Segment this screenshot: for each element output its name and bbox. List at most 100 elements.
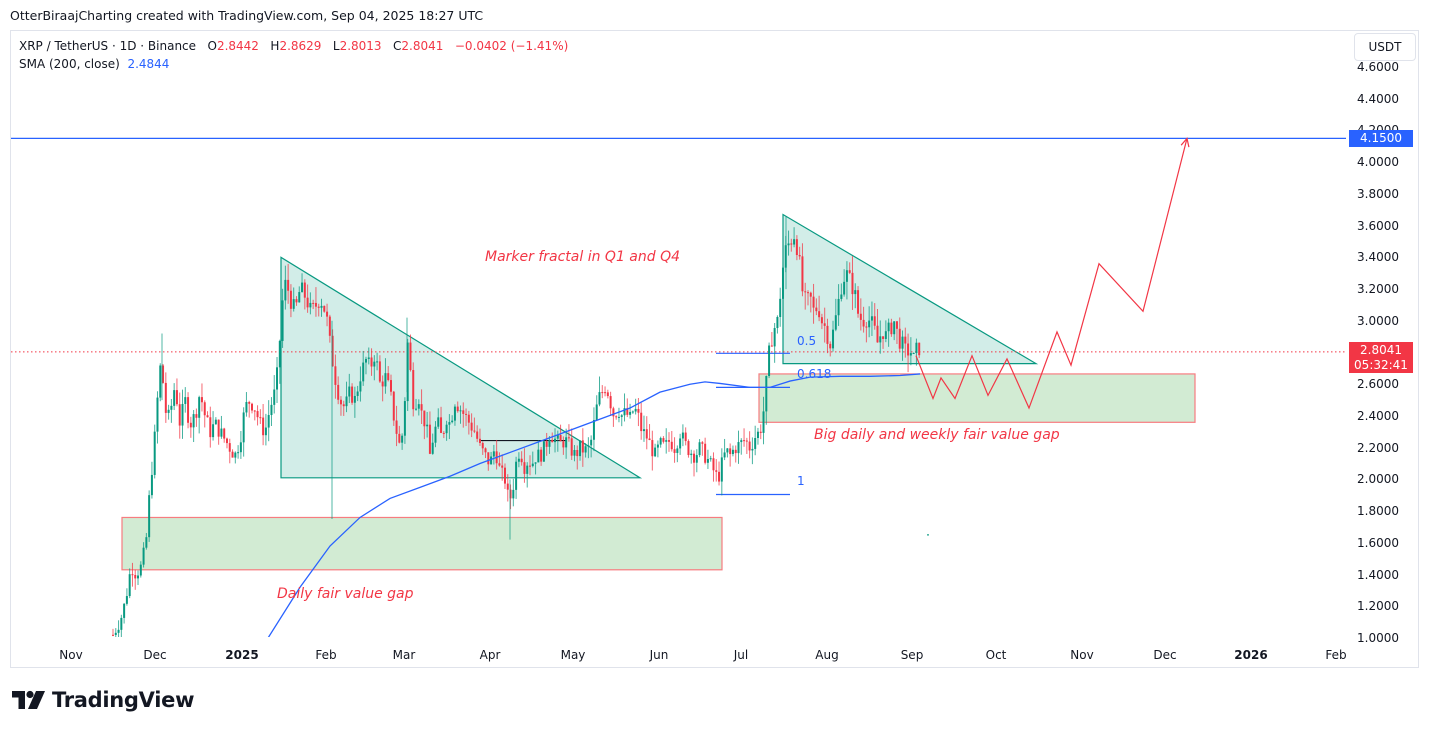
tradingview-logo[interactable]: TradingView	[12, 688, 194, 712]
big-fvg-annotation[interactable]: Big daily and weekly fair value gap	[814, 427, 1060, 443]
currency-button[interactable]: USDT	[1354, 33, 1416, 61]
candle-body	[309, 302, 312, 308]
candle-body	[509, 489, 512, 499]
candle-body	[476, 431, 479, 439]
time-tick: Nov	[1070, 648, 1094, 662]
candle-body	[709, 458, 712, 460]
candle-body	[156, 397, 159, 432]
candle-body	[648, 438, 651, 441]
candle-body	[734, 449, 737, 454]
candle-body	[251, 403, 253, 411]
high-value: 2.8629	[279, 39, 322, 53]
time-tick: Feb	[1325, 648, 1347, 662]
candle-body	[862, 319, 865, 327]
candle-body	[345, 396, 348, 407]
sma-value: 2.4844	[127, 57, 170, 71]
price-tick: 2.4000	[1357, 408, 1399, 423]
candle-body	[401, 435, 404, 443]
candle-body	[859, 313, 862, 320]
triangle-pattern-1[interactable]	[280, 256, 643, 479]
candle-body	[334, 366, 337, 385]
candle-body	[559, 435, 562, 442]
candle-body	[259, 417, 262, 419]
candle-body	[467, 414, 470, 423]
candle-body	[695, 455, 698, 463]
candle-body	[768, 345, 771, 377]
low-label: L	[332, 39, 340, 53]
candle-body	[656, 444, 659, 448]
candle-body	[314, 302, 317, 307]
sma-label[interactable]: SMA (200, close)	[19, 57, 120, 71]
price-tick: 3.0000	[1357, 313, 1399, 328]
candle-body	[145, 537, 148, 548]
time-tick: May	[560, 648, 586, 662]
candle-body	[601, 392, 604, 394]
candle-body	[576, 449, 579, 457]
candle-body	[534, 462, 537, 464]
candle-body	[220, 428, 223, 437]
fib-label-1: 1	[797, 474, 805, 488]
candle-body	[200, 397, 203, 403]
candle-body	[848, 270, 851, 273]
symbol-title[interactable]: XRP / TetherUS · 1D · Binance	[19, 39, 197, 53]
candle-body	[832, 329, 835, 349]
candle-body	[403, 401, 406, 436]
candle-body	[823, 323, 826, 326]
candle-body	[537, 449, 540, 463]
candle-body	[531, 463, 534, 467]
candle-body	[306, 297, 309, 308]
candle-body	[779, 298, 782, 318]
candle-body	[320, 305, 323, 308]
chart-frame[interactable]	[10, 30, 1419, 668]
daily-fvg-zone[interactable]	[121, 516, 723, 571]
sma-row: SMA (200, close) 2.4844	[19, 55, 568, 73]
candle-body	[637, 408, 640, 413]
tradingview-wordmark: TradingView	[52, 688, 195, 712]
candle-body	[579, 440, 582, 457]
fib-label-0-618: 0.618	[797, 367, 832, 381]
candle-body	[181, 403, 184, 426]
candle-body	[217, 419, 220, 437]
candle-body	[567, 437, 570, 439]
big-fvg-zone[interactable]	[758, 373, 1196, 423]
candle-body	[317, 306, 320, 308]
candle-body	[887, 322, 890, 332]
projection-path[interactable]	[915, 138, 1188, 410]
time-tick: Mar	[392, 648, 416, 662]
triangle-pattern-2[interactable]	[782, 213, 1039, 365]
sma-200-line[interactable]	[267, 373, 921, 638]
candle-body	[137, 575, 140, 579]
candle-body	[556, 435, 559, 439]
fractal-annotation[interactable]: Marker fractal in Q1 and Q4	[485, 249, 681, 265]
candle-body	[412, 370, 415, 410]
candle-body	[415, 408, 418, 410]
candle-body	[670, 441, 673, 450]
candle-body	[448, 422, 451, 425]
candle-body	[592, 420, 595, 440]
candle-body	[909, 353, 912, 356]
candle-body	[353, 395, 356, 403]
candle-body	[668, 440, 670, 442]
candle-body	[281, 300, 284, 341]
candle-body	[148, 495, 151, 538]
candle-body	[590, 439, 593, 446]
daily-fvg-annotation[interactable]: Daily fair value gap	[277, 586, 414, 602]
candle-body	[645, 429, 648, 439]
candle-body	[178, 404, 181, 426]
candle-body	[698, 442, 701, 456]
candle-body	[704, 443, 707, 463]
candle-body	[526, 465, 529, 474]
candle-body	[612, 408, 615, 417]
candle-body	[684, 432, 687, 442]
candle-body	[620, 415, 623, 417]
close-value: 2.8041	[401, 39, 444, 53]
candle-body	[481, 442, 484, 449]
candle-body	[715, 470, 718, 472]
candle-body	[804, 291, 807, 293]
candle-body	[253, 410, 256, 412]
candle-body	[793, 239, 796, 245]
candle-body	[195, 414, 198, 418]
candle-body	[631, 411, 634, 413]
candle-body	[139, 564, 142, 576]
